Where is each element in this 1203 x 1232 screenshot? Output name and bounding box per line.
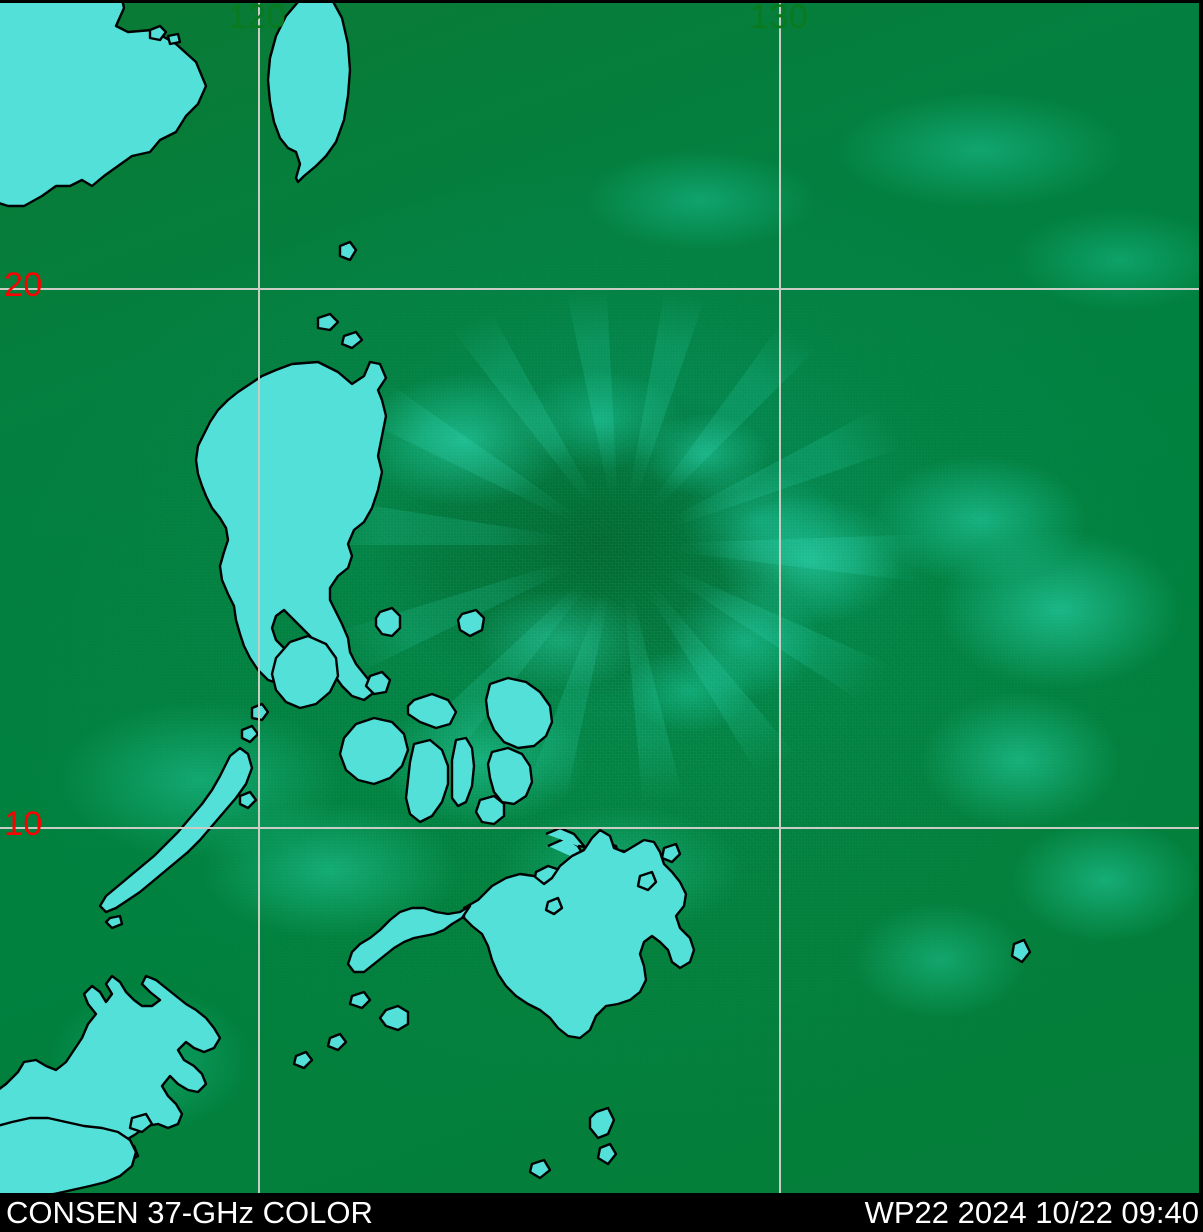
- coastline-land-mask: [0, 0, 1032, 1193]
- land-camiguin-islet: [544, 896, 564, 916]
- storm-timestamp-label: WP22 2024 10/22 09:40: [864, 1195, 1199, 1230]
- footer-bar: CONSEN 37-GHz COLOR WP22 2024 10/22 09:4…: [0, 1193, 1203, 1232]
- land-calamian-islet: [250, 702, 270, 722]
- gridline-lon-120: [258, 0, 260, 1193]
- land-leyte: [486, 746, 534, 806]
- land-sabah-islet-a: [128, 1112, 154, 1134]
- land-masbate: [406, 692, 458, 730]
- gridline-lat-10: [0, 827, 1203, 829]
- land-batanes-islet-a: [338, 240, 358, 262]
- land-cuyo-islet: [240, 724, 260, 744]
- lat-label-10: 10: [4, 805, 43, 843]
- land-sulu-islet-a: [326, 1032, 348, 1052]
- land-catanduanes: [456, 608, 486, 638]
- land-panay: [338, 716, 410, 786]
- lon-label-130: 130: [750, 0, 809, 36]
- land-siargao-islet: [660, 842, 682, 864]
- land-cebu: [450, 736, 476, 808]
- land-talaud-islet-a: [588, 1106, 616, 1140]
- land-talaud-islet-b: [596, 1142, 618, 1166]
- land-palawan-islet-a: [104, 914, 124, 930]
- land-sulu-islet-b: [292, 1050, 314, 1070]
- land-china-islet-b: [166, 32, 182, 46]
- land-jolo-islet: [348, 990, 372, 1010]
- land-dinagat-islet: [636, 870, 658, 892]
- land-borneo-south: [0, 1116, 138, 1193]
- land-marinduque: [364, 670, 392, 696]
- frame-edge-right: [1199, 0, 1203, 1193]
- land-taiwan: [266, 0, 352, 184]
- land-negros: [404, 738, 450, 824]
- land-babuyan-islet-b: [340, 330, 364, 350]
- land-palawan: [98, 746, 254, 914]
- land-polillo: [374, 606, 402, 638]
- land-luzon: [194, 360, 388, 702]
- lat-label-20: 20: [4, 266, 43, 304]
- land-mindoro: [270, 634, 340, 710]
- lon-label-120: 120: [228, 0, 287, 36]
- land-bohol: [474, 794, 506, 826]
- land-zamboanga-peninsula: [346, 904, 472, 974]
- land-mainland-china-coast: [0, 0, 208, 208]
- product-title-label: CONSEN 37-GHz COLOR: [6, 1195, 373, 1230]
- land-mindanao-body: [462, 828, 696, 1040]
- land-babuyan-islet-a: [316, 312, 340, 332]
- land-dumaran-islet: [238, 790, 258, 810]
- satellite-imagery-canvas: 20 10 120 130: [0, 0, 1203, 1193]
- land-talaud-islet-c: [528, 1158, 552, 1180]
- land-china-islet-a: [148, 24, 168, 42]
- land-basilan: [378, 1004, 410, 1032]
- land-pacific-islet-a: [1010, 938, 1032, 964]
- gridline-lat-20: [0, 288, 1203, 290]
- land-samar: [484, 676, 554, 750]
- frame-edge-top: [0, 0, 1203, 3]
- gridline-lon-130: [779, 0, 781, 1193]
